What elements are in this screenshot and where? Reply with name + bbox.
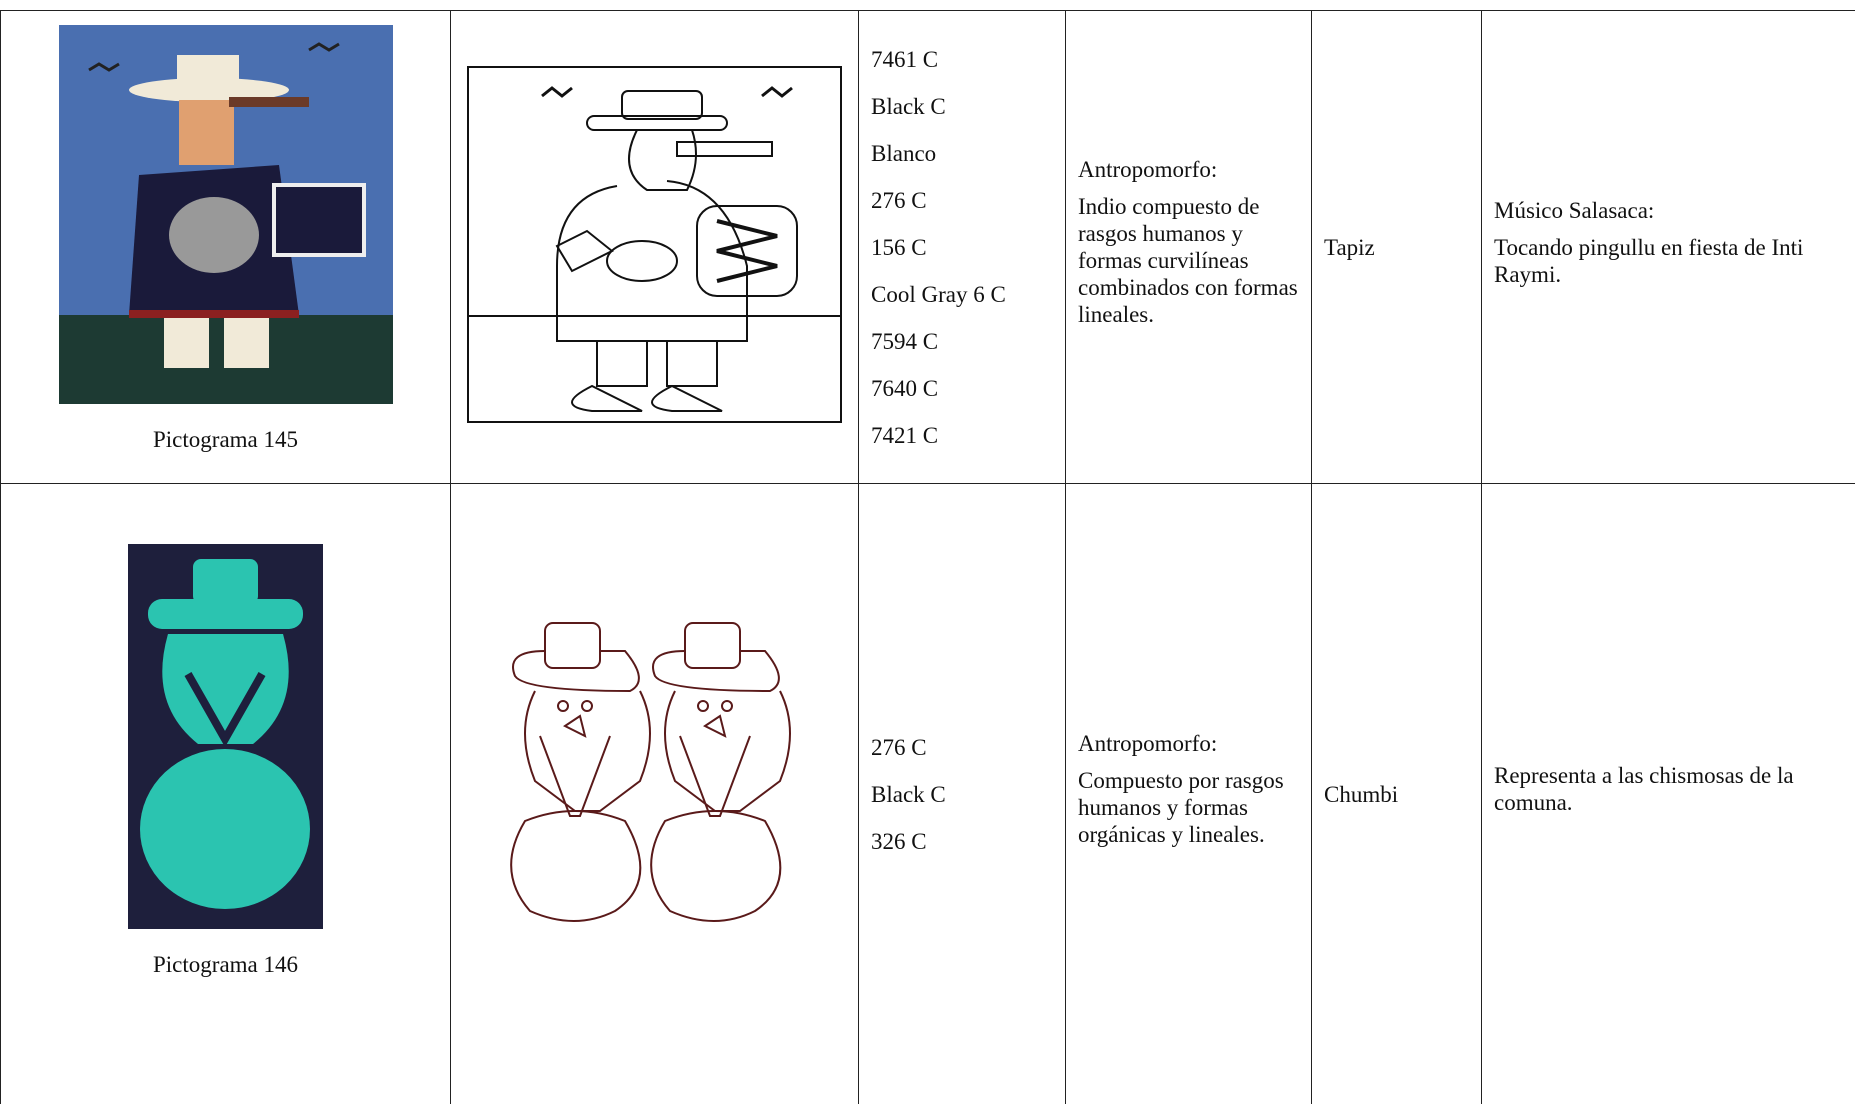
meaning-text: Representa a las chismosas de la comuna. [1494,762,1844,816]
pictogram-caption: Pictograma 145 [13,426,438,453]
color-code: Black C [871,83,1053,130]
color-code: 326 C [871,818,1053,865]
drawing-cell [451,11,859,484]
pictogram-caption: Pictograma 146 [13,951,438,978]
type-cell: Antropomorfo: Compuesto por rasgos human… [1066,484,1312,1104]
line-drawing [505,621,805,961]
color-code: 156 C [871,224,1053,271]
meaning-text: Tocando pingullu en fiesta de Inti Raymi… [1494,234,1844,288]
photo-cell: Pictograma 145 [1,11,451,484]
meaning-title: Músico Salasaca: [1494,197,1844,224]
color-code: 7421 C [871,412,1053,459]
color-code: 276 C [871,177,1053,224]
type-title: Antropomorfo: [1078,156,1299,183]
technique-cell: Chumbi [1312,484,1482,1104]
line-drawing [467,66,842,423]
photo-cell: Pictograma 146 [1,484,451,1104]
tapestry-photo [59,25,393,404]
color-code: Cool Gray 6 C [871,271,1053,318]
technique-cell: Tapiz [1312,11,1482,484]
page: {"rows": [ {"pictogram": "Pictograma 145… [0,0,1855,1022]
meaning-cell: Músico Salasaca: Tocando pingullu en fie… [1482,11,1855,484]
meaning-cell: Representa a las chismosas de la comuna. [1482,484,1855,1104]
type-text: Compuesto por rasgos humanos y formas or… [1078,767,1299,848]
color-code: Blanco [871,130,1053,177]
color-code: 7594 C [871,318,1053,365]
color-code: 276 C [871,724,1053,771]
type-title: Antropomorfo: [1078,730,1299,757]
type-cell: Antropomorfo: Indio compuesto de rasgos … [1066,11,1312,484]
color-code: 7461 C [871,36,1053,83]
type-text: Indio compuesto de rasgos humanos y form… [1078,193,1299,328]
color-code: Black C [871,771,1053,818]
color-code: 7640 C [871,365,1053,412]
drawing-cell [451,484,859,1104]
chumbi-photo [128,544,323,929]
